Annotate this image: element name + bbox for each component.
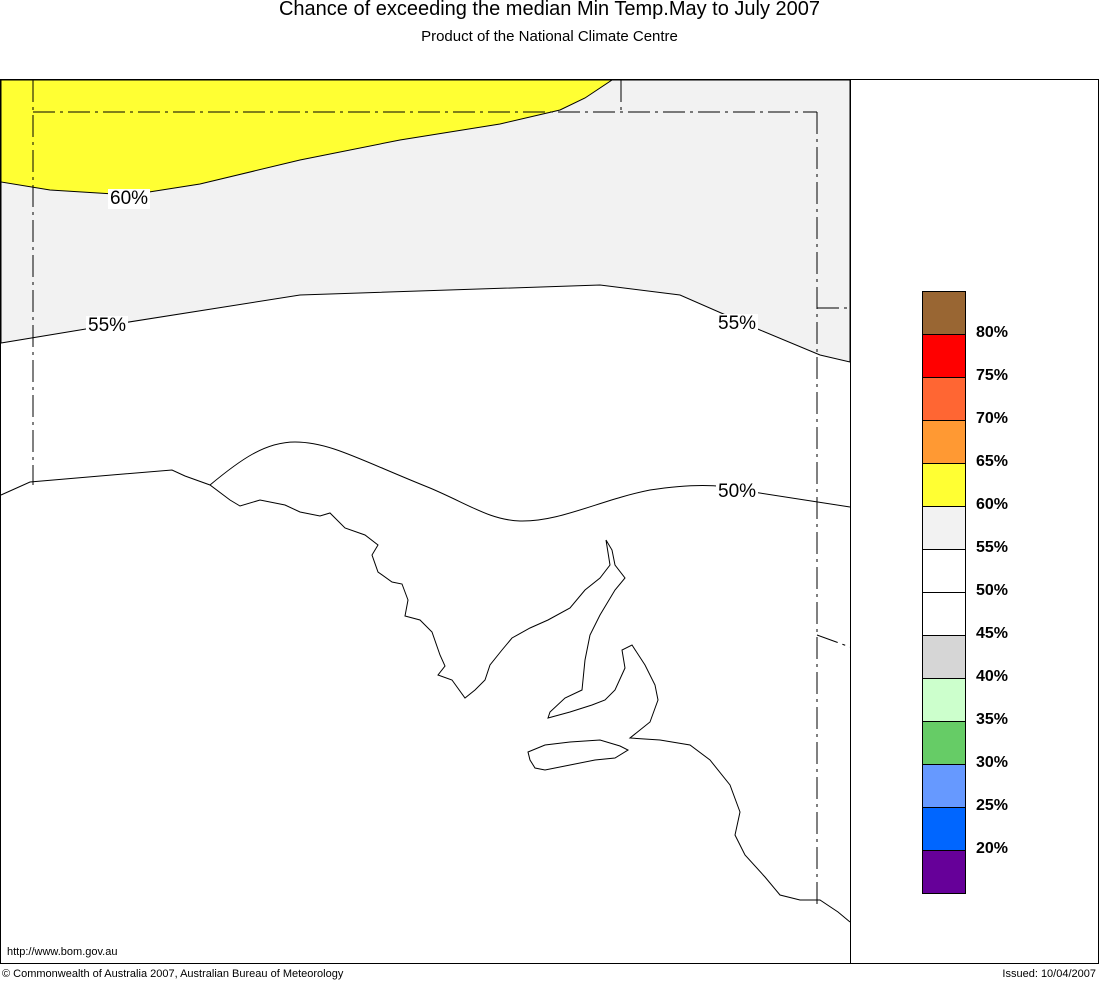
website-url: http://www.bom.gov.au [7, 946, 118, 958]
issued-date: Issued: 10/04/2007 [1002, 968, 1096, 980]
legend-label: 40% [976, 668, 1009, 685]
legend-swatch [922, 463, 966, 507]
legend-label: 80% [976, 324, 1009, 341]
map-subtitle: Product of the National Climate Centre [421, 28, 678, 45]
legend-label: 20% [976, 840, 1009, 857]
legend-label: 55% [976, 539, 1009, 556]
legend-label: 70% [976, 410, 1009, 427]
legend-label: 45% [976, 625, 1009, 642]
contour-50 [209, 441, 851, 522]
contour-label: 50% [716, 481, 759, 502]
contour-label: 55% [86, 315, 129, 336]
legend-swatch [922, 506, 966, 550]
contour-label: 60% [108, 188, 151, 209]
legend-swatch [922, 635, 966, 679]
legend-swatch [922, 377, 966, 421]
legend-swatch [922, 592, 966, 636]
kangaroo-island [527, 739, 630, 771]
copyright-text: © Commonwealth of Australia 2007, Austra… [2, 968, 344, 980]
legend-label: 65% [976, 453, 1009, 470]
map-title: Chance of exceeding the median Min Temp.… [278, 0, 821, 20]
state-borders [32, 80, 851, 905]
legend-label: 30% [976, 754, 1009, 771]
legend-swatch [922, 334, 966, 378]
legend-label: 35% [976, 711, 1009, 728]
legend-label: 75% [976, 367, 1009, 384]
legend-swatch [922, 721, 966, 765]
contour-label: 55% [716, 313, 759, 334]
legend-label: 25% [976, 797, 1009, 814]
legend-swatch [922, 420, 966, 464]
legend-swatch [922, 291, 966, 335]
legend-swatch [922, 764, 966, 808]
legend-colorbar [922, 291, 966, 894]
legend-swatch [922, 807, 966, 851]
legend-label: 60% [976, 496, 1009, 513]
legend-swatch [922, 678, 966, 722]
region-60-65 [0, 79, 614, 196]
legend-panel [850, 79, 1099, 964]
coastline [0, 469, 851, 923]
legend-swatch [922, 549, 966, 593]
legend-label: 50% [976, 582, 1009, 599]
legend-swatch [922, 850, 966, 894]
